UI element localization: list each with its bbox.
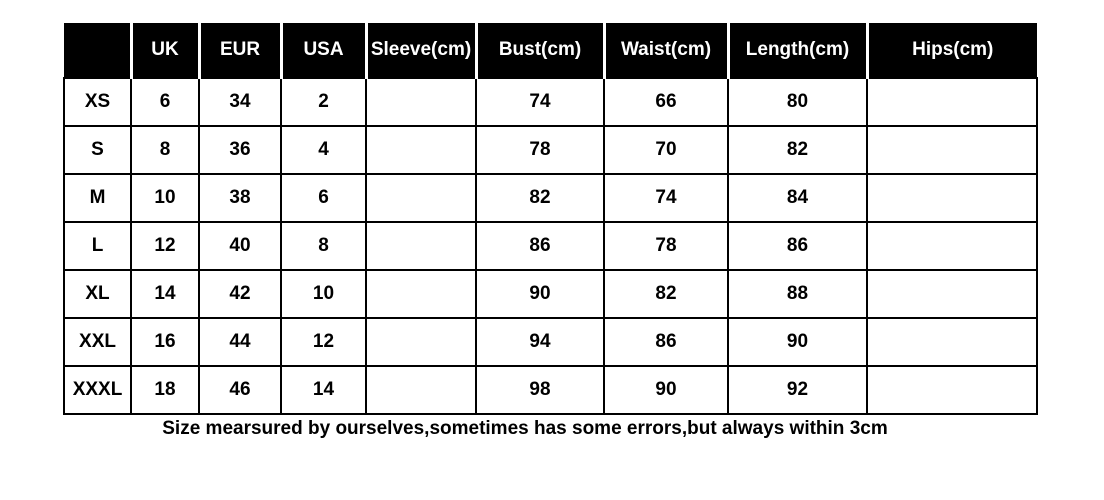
table-body: XS 6 34 2 74 66 80 S 8 36 4 78 70 82 M 1…: [63, 77, 1038, 415]
size-label-cell: XL: [63, 269, 132, 319]
table-cell: 82: [475, 173, 605, 223]
column-header-eur: EUR: [197, 23, 281, 78]
table-cell: 78: [603, 221, 729, 271]
table-cell: 14: [280, 365, 367, 415]
table-cell: 18: [130, 365, 200, 415]
table-cell: [866, 269, 1038, 319]
size-label-cell: L: [63, 221, 132, 271]
table-cell: [866, 221, 1038, 271]
table-cell: [365, 365, 477, 415]
column-header-hips: Hips(cm): [865, 23, 1037, 78]
table-cell: 6: [280, 173, 367, 223]
table-cell: 10: [280, 269, 367, 319]
size-chart-table: UK EUR USA Sleeve(cm) Bust(cm) Waist(cm)…: [63, 23, 1038, 415]
column-header-waist: Waist(cm): [602, 23, 728, 78]
table-cell: [365, 77, 477, 127]
size-label-cell: M: [63, 173, 132, 223]
table-cell: 80: [727, 77, 868, 127]
table-row: XL 14 42 10 90 82 88: [63, 269, 1038, 319]
column-header-uk: UK: [129, 23, 199, 78]
table-cell: 34: [198, 77, 282, 127]
table-cell: 38: [198, 173, 282, 223]
table-cell: [866, 125, 1038, 175]
table-cell: 12: [280, 317, 367, 367]
table-row: XXL 16 44 12 94 86 90: [63, 317, 1038, 367]
table-cell: [866, 173, 1038, 223]
size-label-cell: S: [63, 125, 132, 175]
table-cell: 98: [475, 365, 605, 415]
table-cell: 70: [603, 125, 729, 175]
header-row: UK EUR USA Sleeve(cm) Bust(cm) Waist(cm)…: [64, 23, 1037, 78]
table-cell: 66: [603, 77, 729, 127]
table-cell: 78: [475, 125, 605, 175]
table-cell: [866, 77, 1038, 127]
table-cell: 82: [727, 125, 868, 175]
table-cell: 94: [475, 317, 605, 367]
table-cell: 74: [603, 173, 729, 223]
table-cell: 44: [198, 317, 282, 367]
column-header-sleeve: Sleeve(cm): [364, 23, 476, 78]
table-cell: 90: [475, 269, 605, 319]
size-label-cell: XXXL: [63, 365, 132, 415]
table-cell: 10: [130, 173, 200, 223]
column-header-blank: [64, 23, 131, 78]
table-row: L 12 40 8 86 78 86: [63, 221, 1038, 271]
table-cell: 8: [130, 125, 200, 175]
table-cell: 40: [198, 221, 282, 271]
table-cell: 36: [198, 125, 282, 175]
column-header-usa: USA: [279, 23, 366, 78]
table-cell: 42: [198, 269, 282, 319]
size-label-cell: XXL: [63, 317, 132, 367]
table-cell: 4: [280, 125, 367, 175]
table-cell: 90: [603, 365, 729, 415]
table-cell: [365, 125, 477, 175]
table-cell: [365, 173, 477, 223]
table-cell: 2: [280, 77, 367, 127]
table-cell: 46: [198, 365, 282, 415]
table-row: XS 6 34 2 74 66 80: [63, 77, 1038, 127]
table-cell: 90: [727, 317, 868, 367]
table-header: UK EUR USA Sleeve(cm) Bust(cm) Waist(cm)…: [64, 23, 1037, 78]
column-header-bust: Bust(cm): [474, 23, 604, 78]
column-header-length: Length(cm): [726, 23, 867, 78]
table-cell: 14: [130, 269, 200, 319]
table-cell: 86: [727, 221, 868, 271]
table-cell: [365, 221, 477, 271]
table-cell: 86: [475, 221, 605, 271]
table-cell: 84: [727, 173, 868, 223]
table-cell: [866, 317, 1038, 367]
table-cell: 88: [727, 269, 868, 319]
table-cell: 82: [603, 269, 729, 319]
footer-note: Size mearsured by ourselves,sometimes ha…: [162, 418, 888, 439]
table-cell: 92: [727, 365, 868, 415]
table-cell: 74: [475, 77, 605, 127]
table-cell: 12: [130, 221, 200, 271]
table-cell: 8: [280, 221, 367, 271]
table-cell: [866, 365, 1038, 415]
size-label-cell: XS: [63, 77, 132, 127]
table-cell: 6: [130, 77, 200, 127]
table-row: XXXL 18 46 14 98 90 92: [63, 365, 1038, 415]
table-cell: 16: [130, 317, 200, 367]
table-cell: [365, 317, 477, 367]
table-row: S 8 36 4 78 70 82: [63, 125, 1038, 175]
table-row: M 10 38 6 82 74 84: [63, 173, 1038, 223]
table-cell: [365, 269, 477, 319]
table-cell: 86: [603, 317, 729, 367]
